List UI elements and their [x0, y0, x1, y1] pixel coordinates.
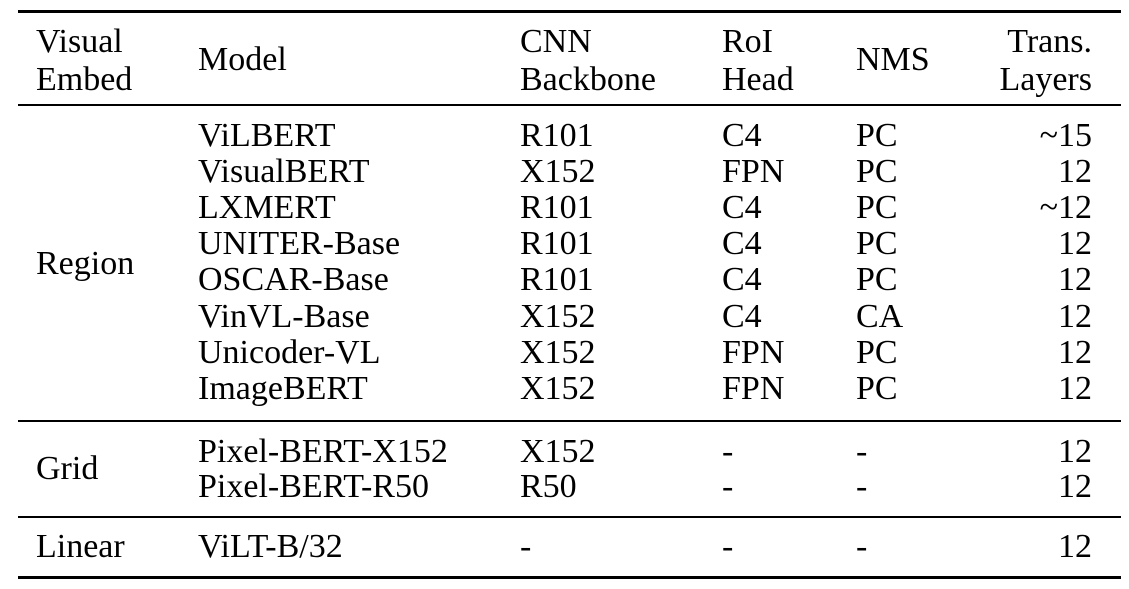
row-pixel-bert-r50-layers: 12	[1058, 468, 1092, 505]
header-roi-head-line1: RoI	[722, 23, 773, 60]
header-model: Model	[198, 41, 287, 78]
row-oscar-base-nms: PC	[856, 261, 898, 298]
row-unicoder-vl-roi: FPN	[722, 334, 785, 371]
row-vilbert-model: ViLBERT	[198, 117, 336, 154]
row-vinvl-base-roi: C4	[722, 298, 762, 335]
row-oscar-base-backbone: R101	[520, 261, 594, 298]
row-vinvl-base-nms: CA	[856, 298, 904, 335]
header-cnn-backbone-line1: CNN	[520, 23, 592, 60]
row-imagebert-model: ImageBERT	[198, 370, 368, 407]
row-visualbert-roi: FPN	[722, 153, 785, 190]
group-divider-region-grid	[18, 420, 1121, 422]
row-unicoder-vl-model: Unicoder-VL	[198, 334, 381, 371]
bottom-rule	[18, 576, 1121, 579]
row-uniter-base-layers: 12	[1058, 225, 1092, 262]
row-lxmert-nms: PC	[856, 189, 898, 226]
row-pixel-bert-x152-model: Pixel-BERT-X152	[198, 433, 448, 470]
row-vilbert-layers: ~15	[1039, 117, 1092, 154]
row-lxmert-model: LXMERT	[198, 189, 336, 226]
row-imagebert-backbone: X152	[520, 370, 596, 407]
row-uniter-base-roi: C4	[722, 225, 762, 262]
header-trans-layers-line2: Layers	[999, 61, 1092, 98]
header-nms: NMS	[856, 41, 930, 78]
group-label-linear: Linear	[36, 528, 125, 565]
row-vilt-b32-roi: -	[722, 528, 734, 565]
row-pixel-bert-r50-roi: -	[722, 468, 734, 505]
row-pixel-bert-r50-backbone: R50	[520, 468, 577, 505]
row-pixel-bert-x152-nms: -	[856, 433, 868, 470]
row-vinvl-base-backbone: X152	[520, 298, 596, 335]
row-imagebert-roi: FPN	[722, 370, 785, 407]
header-visual-embed-line2: Embed	[36, 61, 133, 98]
row-imagebert-layers: 12	[1058, 370, 1092, 407]
row-vilt-b32-layers: 12	[1058, 528, 1092, 565]
header-trans-layers-line1: Trans.	[1007, 23, 1092, 60]
row-lxmert-roi: C4	[722, 189, 762, 226]
row-pixel-bert-x152-roi: -	[722, 433, 734, 470]
row-oscar-base-roi: C4	[722, 261, 762, 298]
row-unicoder-vl-layers: 12	[1058, 334, 1092, 371]
row-visualbert-backbone: X152	[520, 153, 596, 190]
group-divider-grid-linear	[18, 516, 1121, 518]
row-vilbert-nms: PC	[856, 117, 898, 154]
row-lxmert-backbone: R101	[520, 189, 594, 226]
row-lxmert-layers: ~12	[1039, 189, 1092, 226]
row-vilt-b32-backbone: -	[520, 528, 532, 565]
row-oscar-base-model: OSCAR-Base	[198, 261, 389, 298]
group-label-region: Region	[36, 245, 135, 282]
row-vilbert-backbone: R101	[520, 117, 594, 154]
top-rule	[18, 10, 1121, 13]
header-cnn-backbone-line2: Backbone	[520, 61, 656, 98]
row-unicoder-vl-backbone: X152	[520, 334, 596, 371]
row-uniter-base-nms: PC	[856, 225, 898, 262]
row-visualbert-layers: 12	[1058, 153, 1092, 190]
row-vilt-b32-model: ViLT-B/32	[198, 528, 343, 565]
row-uniter-base-backbone: R101	[520, 225, 594, 262]
group-label-grid: Grid	[36, 450, 99, 487]
row-unicoder-vl-nms: PC	[856, 334, 898, 371]
row-pixel-bert-r50-model: Pixel-BERT-R50	[198, 468, 429, 505]
header-visual-embed-line1: Visual	[36, 23, 123, 60]
row-vinvl-base-layers: 12	[1058, 298, 1092, 335]
row-visualbert-nms: PC	[856, 153, 898, 190]
row-pixel-bert-r50-nms: -	[856, 468, 868, 505]
row-vilt-b32-nms: -	[856, 528, 868, 565]
row-vinvl-base-model: VinVL-Base	[198, 298, 370, 335]
row-visualbert-model: VisualBERT	[198, 153, 370, 190]
row-oscar-base-layers: 12	[1058, 261, 1092, 298]
header-rule	[18, 104, 1121, 106]
row-uniter-base-model: UNITER-Base	[198, 225, 401, 262]
row-vilbert-roi: C4	[722, 117, 762, 154]
row-pixel-bert-x152-layers: 12	[1058, 433, 1092, 470]
header-roi-head-line2: Head	[722, 61, 794, 98]
row-imagebert-nms: PC	[856, 370, 898, 407]
row-pixel-bert-x152-backbone: X152	[520, 433, 596, 470]
